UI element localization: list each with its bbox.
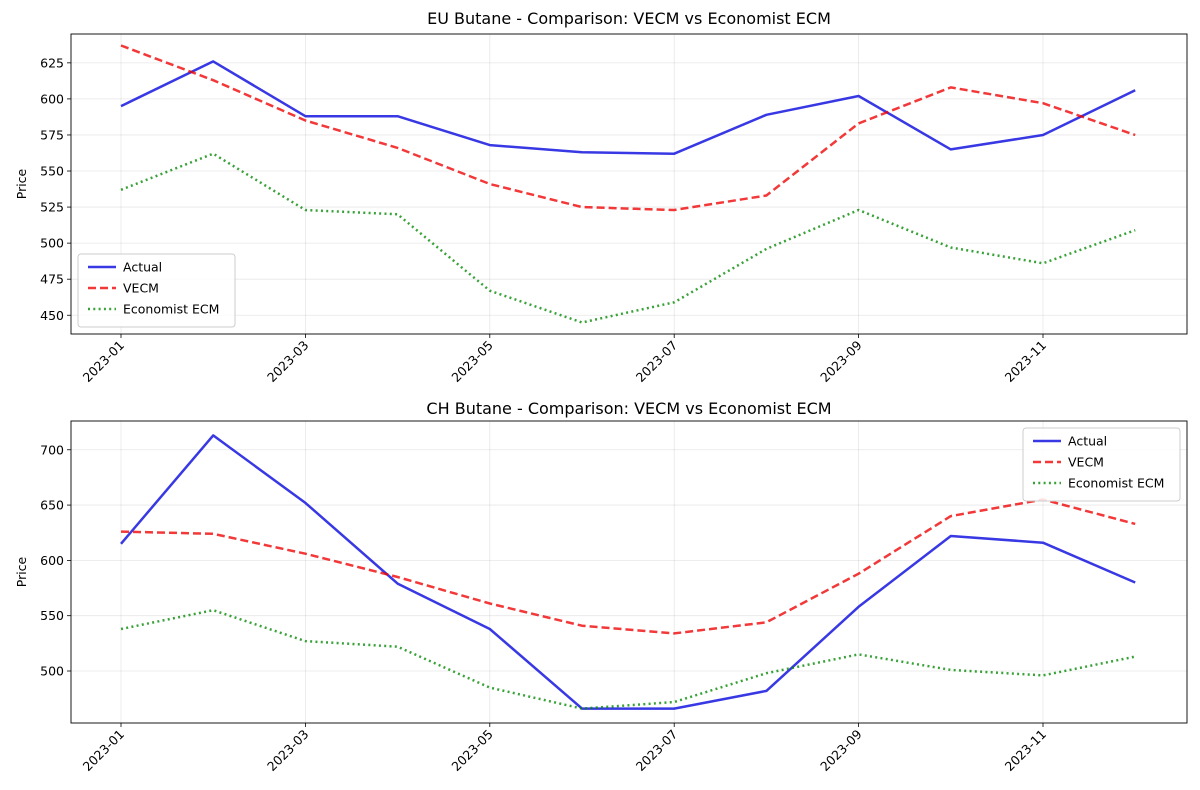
y-tick-label: 475 (40, 272, 64, 287)
legend-label: Actual (1068, 434, 1107, 449)
y-tick-label: 525 (40, 200, 64, 215)
y-tick-label: 550 (40, 608, 64, 623)
x-tick-label: 2023-11 (1002, 727, 1050, 775)
legend-label: Economist ECM (1068, 476, 1164, 491)
eu-butane-chart: EU Butane - Comparison: VECM vs Economis… (14, 9, 1188, 386)
series-line-actual (120, 434, 1136, 710)
series-line-economist-ecm (120, 608, 1136, 710)
y-tick-label: 700 (40, 442, 64, 457)
y-tick-label: 575 (40, 127, 64, 142)
grid (71, 34, 1187, 334)
x-tick-label: 2023-01 (80, 338, 128, 386)
series-line-actual (120, 60, 1136, 155)
series-line-vecm (120, 498, 1136, 635)
y-tick-label: 550 (40, 164, 64, 179)
y-tick-label: 600 (40, 553, 64, 568)
y-axis-label: Price (14, 168, 29, 199)
x-tick-label: 2023-01 (80, 727, 128, 775)
legend-label: Actual (123, 260, 162, 275)
legend: Actual VECM Economist ECM (77, 253, 236, 328)
legend-label: VECM (1068, 455, 1104, 470)
legend-box (1022, 427, 1181, 502)
x-tick-label: 2023-03 (264, 338, 312, 386)
x-tick-label: 2023-07 (633, 727, 681, 775)
x-tick-label: 2023-05 (448, 727, 496, 775)
x-tick-label: 2023-07 (633, 338, 681, 386)
x-tick-label: 2023-11 (1002, 338, 1050, 386)
plot-frame (70, 33, 1188, 335)
y-tick-label: 650 (40, 498, 64, 513)
x-tick-label: 2023-05 (448, 338, 496, 386)
x-tick-label: 2023-03 (264, 727, 312, 775)
y-tick-label: 600 (40, 91, 64, 106)
grid (71, 421, 1187, 723)
series-line-economist-ecm (120, 152, 1136, 324)
series-line-vecm (120, 44, 1136, 212)
y-tick-label: 450 (40, 308, 64, 323)
chart-title: CH Butane - Comparison: VECM vs Economis… (426, 399, 831, 418)
plot-frame (70, 420, 1188, 724)
y-tick-label: 625 (40, 55, 64, 70)
x-tick-label: 2023-09 (817, 726, 865, 774)
legend-box (77, 253, 236, 328)
legend-label: VECM (123, 281, 159, 296)
y-tick-label: 500 (40, 236, 64, 251)
y-axis-label: Price (14, 556, 29, 587)
legend: Actual VECM Economist ECM (1022, 427, 1181, 502)
x-tick-label: 2023-09 (817, 337, 865, 385)
y-tick-label: 500 (40, 664, 64, 679)
legend-label: Economist ECM (123, 302, 219, 317)
chart-title: EU Butane - Comparison: VECM vs Economis… (427, 9, 831, 28)
ch-butane-chart: CH Butane - Comparison: VECM vs Economis… (14, 399, 1188, 775)
